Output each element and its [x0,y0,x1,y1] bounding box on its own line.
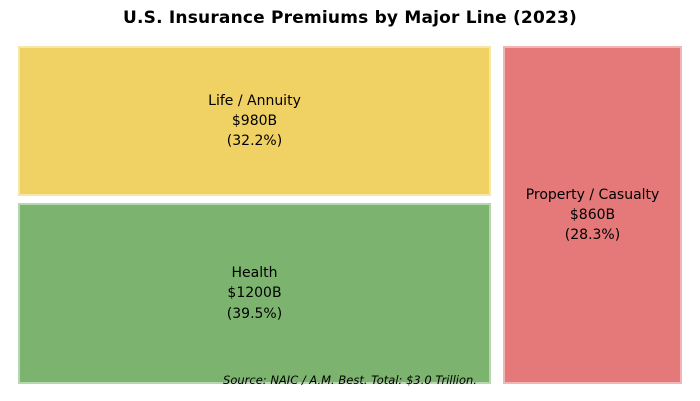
segment-value: $980B [231,112,278,129]
segment-name: Life / Annuity [208,92,301,109]
tile-label-property-casualty: Property / Casualty $860B (28.3%) [526,185,660,246]
treemap-tile-life-annuity: Life / Annuity $980B (32.2%) [18,46,491,196]
segment-value: $1200B [227,285,282,302]
treemap-tile-property-casualty: Property / Casualty $860B (28.3%) [503,46,682,384]
treemap-tile-health: Health $1200B (39.5%) [18,203,491,384]
segment-name: Property / Casualty [525,186,660,203]
segment-value: $860B [569,206,616,223]
source-note: Source: NAIC / A.M. Best. Total: $3.0 Tr… [223,373,477,387]
chart-title: U.S. Insurance Premiums by Major Line (2… [122,8,577,28]
segment-percent: (28.3%) [564,227,621,244]
segment-percent: (32.2%) [226,133,283,150]
segment-percent: (39.5%) [226,305,283,322]
tile-label-life-annuity: Life / Annuity $980B (32.2%) [208,91,301,152]
tile-label-health: Health $1200B (39.5%) [227,263,282,324]
segment-name: Health [231,265,278,282]
